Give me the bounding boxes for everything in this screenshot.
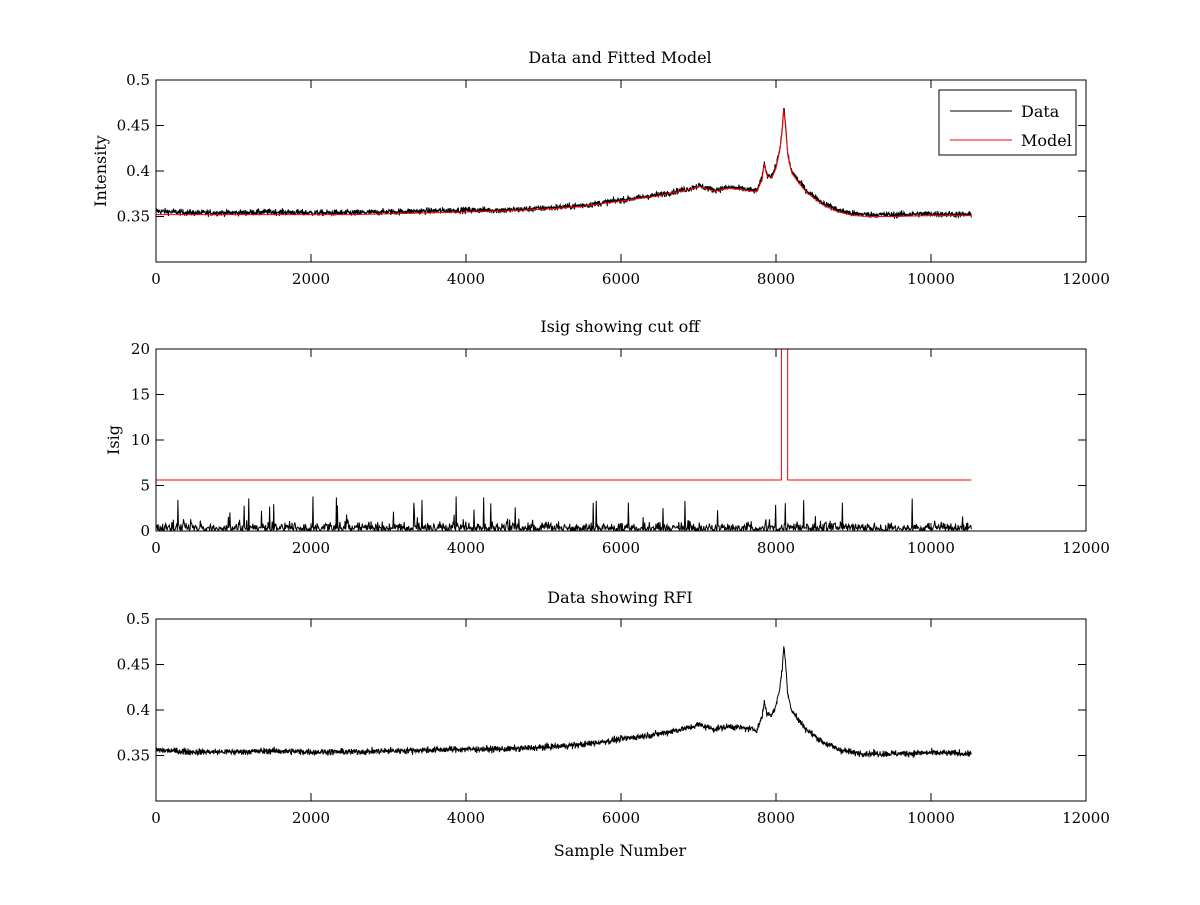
panel-data-and-fitted-model: Data and Fitted Model Intensity 0 2000 400… bbox=[91, 48, 1110, 288]
y-tick-label: 20 bbox=[131, 340, 150, 358]
y-tick-label: 5 bbox=[140, 477, 150, 495]
x-tick-label: 2000 bbox=[292, 270, 330, 288]
y-tick-label: 0.5 bbox=[126, 71, 150, 89]
axes-box bbox=[155, 348, 1087, 532]
panel-data-showing-rfi: Data showing RFI Sample Number 0 2000 4000… bbox=[117, 588, 1110, 860]
x-tick-label: 6000 bbox=[602, 809, 640, 827]
y-tick-label: 15 bbox=[131, 386, 150, 404]
legend-box bbox=[938, 89, 1077, 156]
x-tick-label: 4000 bbox=[447, 270, 485, 288]
series-line-model bbox=[156, 109, 972, 217]
x-tick-label: 8000 bbox=[757, 539, 795, 557]
y-tick-label: 10 bbox=[131, 431, 150, 449]
y-tick-label: 0 bbox=[140, 522, 150, 540]
series-line-0 bbox=[156, 646, 972, 759]
y-tick-label: 0.5 bbox=[126, 610, 150, 628]
x-tick-label: 2000 bbox=[292, 539, 330, 557]
panel-isig-showing-cut-off: Isig showing cut off Isig 0 2000 4000 6000 8… bbox=[104, 317, 1110, 557]
y-tick-label: 0.4 bbox=[126, 162, 150, 180]
x-tick-label: 8000 bbox=[757, 809, 795, 827]
x-axis-label: Sample Number bbox=[554, 841, 687, 860]
series-line-data bbox=[156, 108, 972, 220]
y-axis-label: Isig bbox=[104, 425, 123, 455]
legend-label-data: Data bbox=[1021, 102, 1060, 121]
x-tick-label: 0 bbox=[151, 539, 161, 557]
y-tick-label: 0.45 bbox=[117, 656, 150, 674]
y-tick-label: 0.45 bbox=[117, 117, 150, 135]
x-tick-label: 8000 bbox=[757, 270, 795, 288]
x-tick-label: 6000 bbox=[602, 270, 640, 288]
legend-label-model: Model bbox=[1021, 131, 1072, 150]
x-tick-label: 0 bbox=[151, 809, 161, 827]
y-tick-label: 0.35 bbox=[117, 747, 150, 765]
x-tick-label: 6000 bbox=[602, 539, 640, 557]
legend: Data Model bbox=[938, 89, 1077, 156]
chart-title: Data and Fitted Model bbox=[528, 48, 711, 67]
y-axis-label: Intensity bbox=[91, 135, 110, 207]
x-tick-label: 12000 bbox=[1062, 270, 1110, 288]
x-tick-label: 12000 bbox=[1062, 809, 1110, 827]
x-tick-label: 10000 bbox=[907, 270, 955, 288]
x-tick-label: 4000 bbox=[447, 809, 485, 827]
x-tick-label: 10000 bbox=[907, 809, 955, 827]
chart-title: Data showing RFI bbox=[547, 588, 692, 607]
axes-box bbox=[155, 618, 1087, 802]
y-tick-label: 0.35 bbox=[117, 208, 150, 226]
series-line-1 bbox=[156, 349, 972, 481]
x-tick-label: 2000 bbox=[292, 809, 330, 827]
x-tick-label: 0 bbox=[151, 270, 161, 288]
x-tick-label: 10000 bbox=[907, 539, 955, 557]
series-line-0 bbox=[156, 496, 972, 531]
x-tick-label: 4000 bbox=[447, 539, 485, 557]
y-tick-label: 0.4 bbox=[126, 701, 150, 719]
x-tick-label: 12000 bbox=[1062, 539, 1110, 557]
chart-title: Isig showing cut off bbox=[540, 317, 701, 336]
